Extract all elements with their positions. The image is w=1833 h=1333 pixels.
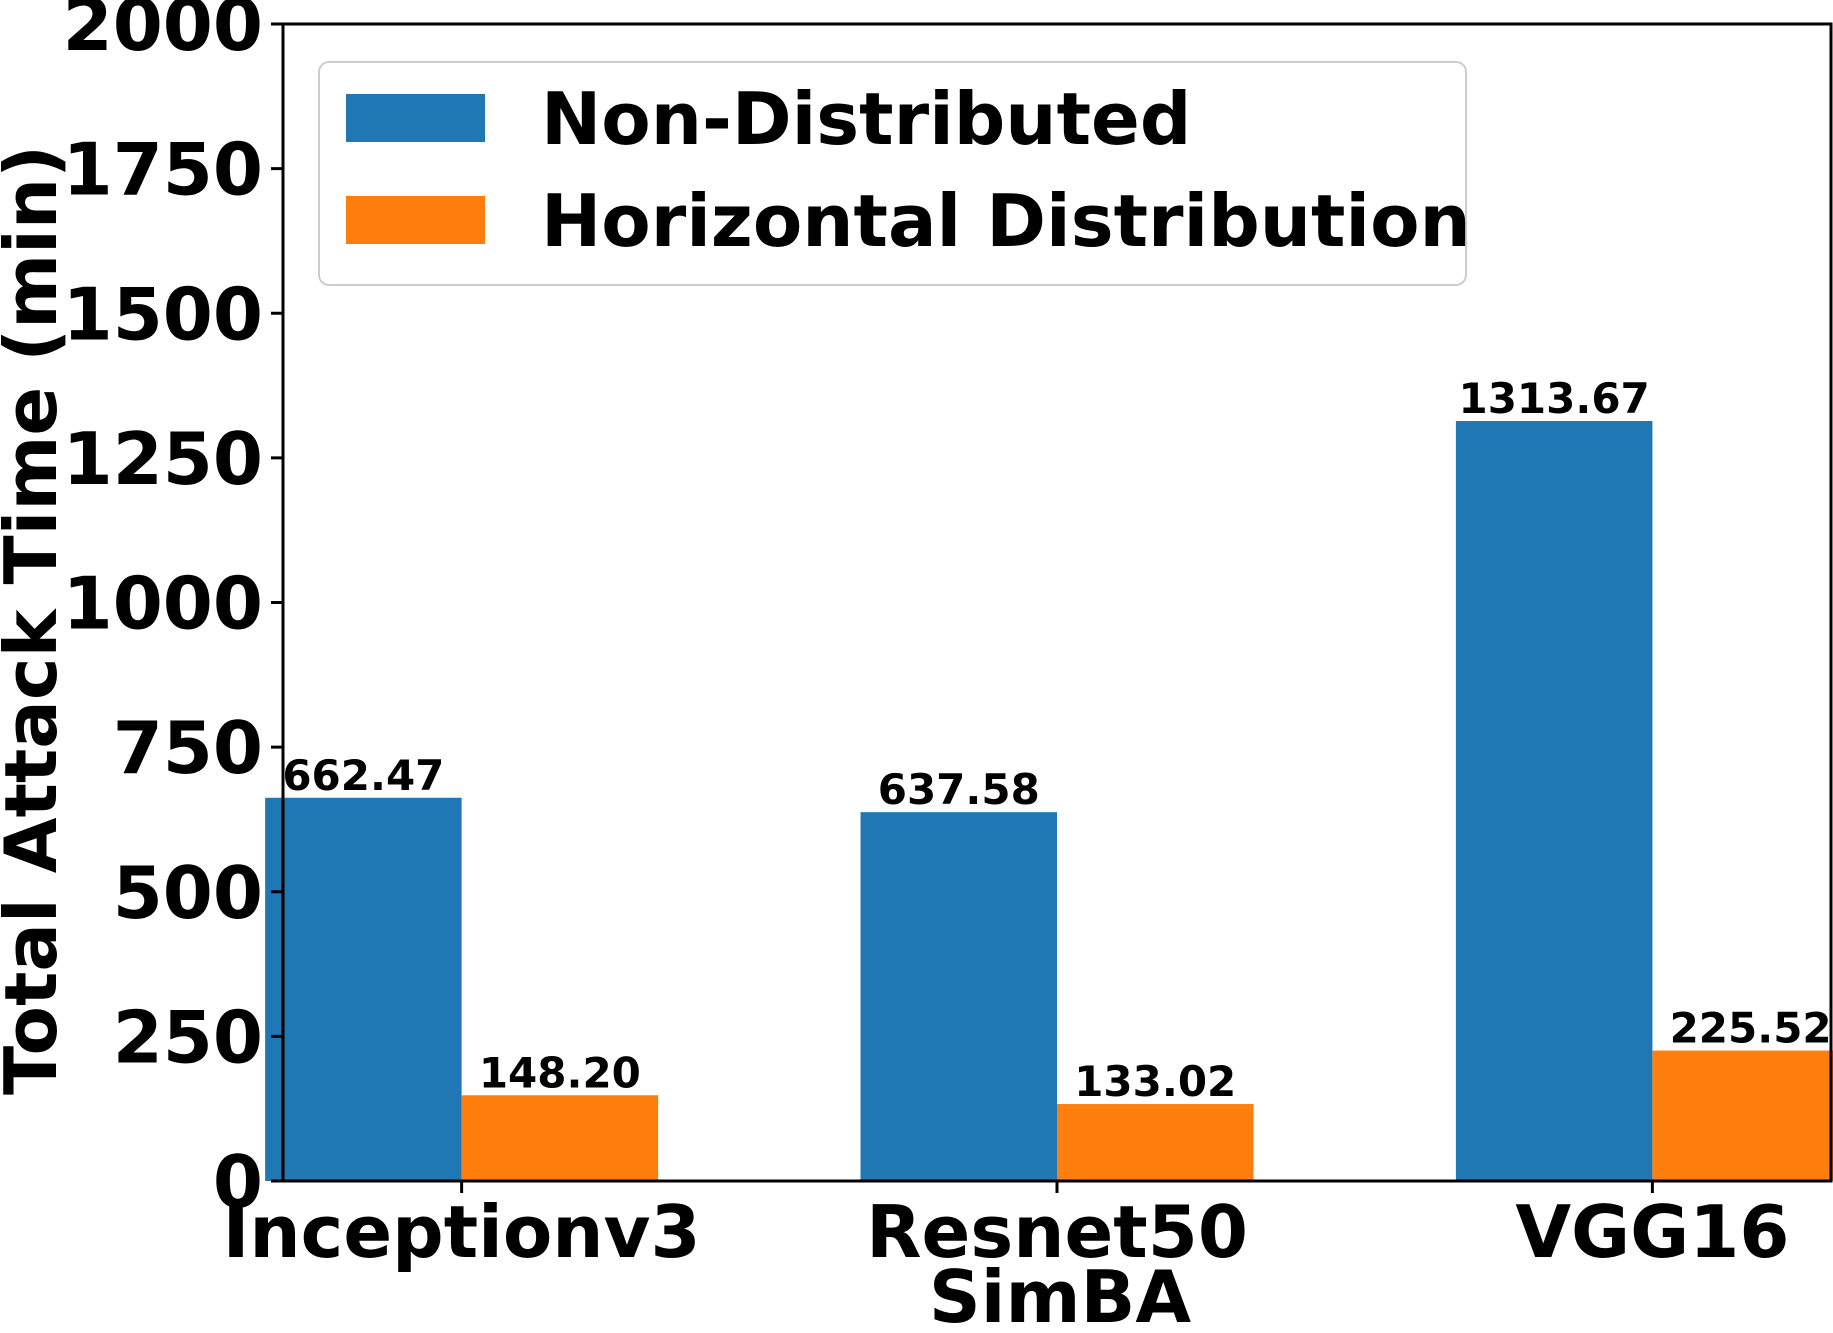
- legend-box: [318, 61, 1467, 286]
- x-axis-title: SimBA: [929, 1255, 1191, 1333]
- bar-vgg16-series-2: [1652, 1050, 1833, 1181]
- data-label: 1313.67: [1458, 374, 1649, 423]
- y-tick-label: 500: [113, 851, 263, 935]
- y-tick-label: 1000: [63, 562, 263, 646]
- y-tick-label: 2000: [63, 0, 263, 67]
- data-label: 662.47: [282, 751, 444, 800]
- x-tick-label-vgg16: VGG16: [1515, 1190, 1789, 1274]
- legend-label-series-1: Non-Distributed: [541, 77, 1191, 161]
- x-tick-label-inceptionv3: Inceptionv3: [223, 1190, 701, 1274]
- legend-label-series-2: Horizontal Distribution: [541, 179, 1471, 263]
- data-label: 225.52: [1670, 1004, 1832, 1053]
- x-ticks-group: Inceptionv3 Resnet50 VGG16: [223, 1181, 1789, 1274]
- y-tick-label: 1500: [63, 272, 263, 356]
- y-tick-label: 0: [213, 1140, 263, 1224]
- y-tick-label: 1750: [63, 128, 263, 212]
- plot-frame: [281, 22, 1833, 1183]
- y-tick-label: 750: [113, 706, 263, 790]
- bar-inceptionv3-series-1: [265, 797, 462, 1181]
- data-labels-group: 662.47 637.58 1313.67 148.20 133.02 225.52: [282, 374, 1831, 1106]
- bar-inceptionv3-series-2: [461, 1095, 659, 1181]
- bar-resnet50-series-2: [1057, 1104, 1254, 1181]
- data-label: 133.02: [1074, 1057, 1236, 1106]
- data-label: 148.20: [479, 1048, 641, 1097]
- y-axis-title: Total Attack Time (min): [0, 145, 73, 1095]
- bar-vgg16-series-1: [1455, 421, 1653, 1182]
- legend-swatch-series-2: [346, 196, 485, 244]
- bar-resnet50-series-1: [860, 812, 1057, 1181]
- legend: Non-Distributed Horizontal Distribution: [318, 61, 1471, 286]
- legend-swatch-series-1: [346, 94, 485, 142]
- bars-group: [265, 421, 1833, 1182]
- y-tick-label: 250: [113, 995, 263, 1079]
- data-label: 637.58: [878, 765, 1040, 814]
- y-tick-label: 1250: [63, 417, 263, 501]
- y-ticks-group: 0 250 500 750 1000 1250 1500 1750 2000: [63, 0, 283, 1224]
- x-tick-label-resnet50: Resnet50: [866, 1190, 1248, 1274]
